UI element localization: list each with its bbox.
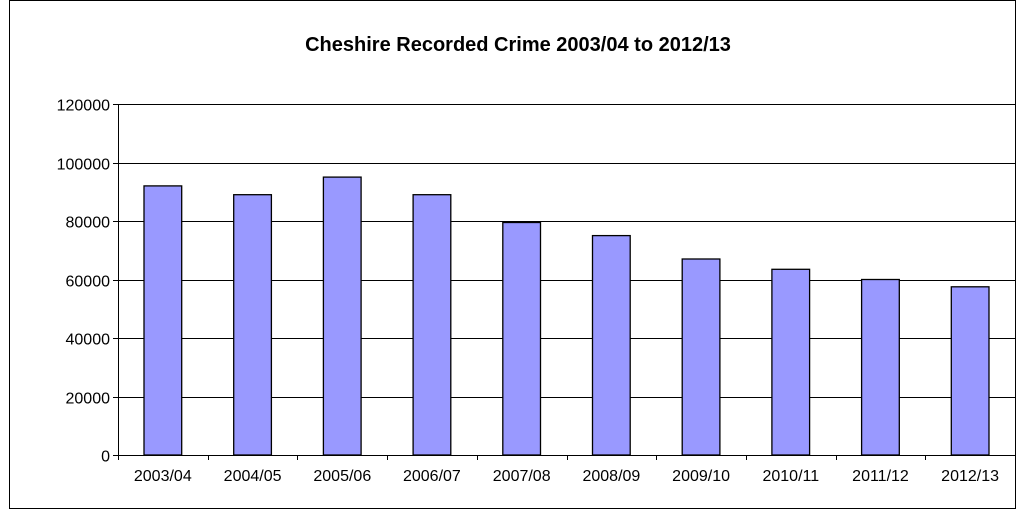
x-tick-labels: 2003/04 2004/05 2005/06 2006/07 2007/08 2008/… (134, 468, 999, 485)
x-tick-label: 2006/07 (403, 468, 461, 485)
bars (143, 176, 990, 456)
bar-2012-13 (950, 286, 990, 456)
bar-chart: Cheshire Recorded Crime 2003/04 to 2012/… (57, 34, 1015, 485)
y-tick-label: 100000 (57, 157, 110, 174)
bar-2010-11 (771, 268, 811, 456)
x-tick-label: 2008/09 (582, 468, 640, 485)
y-tick-label: 80000 (66, 215, 111, 232)
y-tick-label: 60000 (66, 274, 111, 291)
bar-2003-04 (143, 185, 183, 456)
x-tick-label: 2004/05 (224, 468, 282, 485)
bar-2011-12 (860, 278, 900, 456)
x-tick-label: 2010/11 (762, 468, 819, 485)
bar-2004-05 (233, 194, 273, 456)
axes (113, 104, 1015, 460)
x-tick-label: 2007/08 (493, 468, 551, 485)
chart-frame: Cheshire Recorded Crime 2003/04 to 2012/… (9, 0, 1016, 509)
bar-2005-06 (322, 176, 362, 456)
x-tick-label: 2009/10 (672, 468, 730, 485)
y-tick-labels: 0 20000 40000 60000 80000 100000 120000 (57, 98, 110, 466)
y-tick-label: 20000 (66, 391, 111, 408)
bar-2009-10 (681, 258, 721, 456)
bar-2006-07 (412, 194, 452, 456)
x-tick-label: 2011/12 (852, 468, 909, 485)
x-tick-label: 2005/06 (313, 468, 371, 485)
chart-title: Cheshire Recorded Crime 2003/04 to 2012/… (305, 34, 731, 56)
x-tick-label: 2003/04 (134, 468, 192, 485)
y-tick-label: 40000 (66, 332, 111, 349)
bar-2007-08 (502, 221, 542, 456)
x-tick-label: 2012/13 (941, 468, 999, 485)
bar-2008-09 (591, 234, 631, 456)
y-tick-label: 0 (101, 449, 110, 466)
y-tick-label: 120000 (57, 98, 110, 115)
